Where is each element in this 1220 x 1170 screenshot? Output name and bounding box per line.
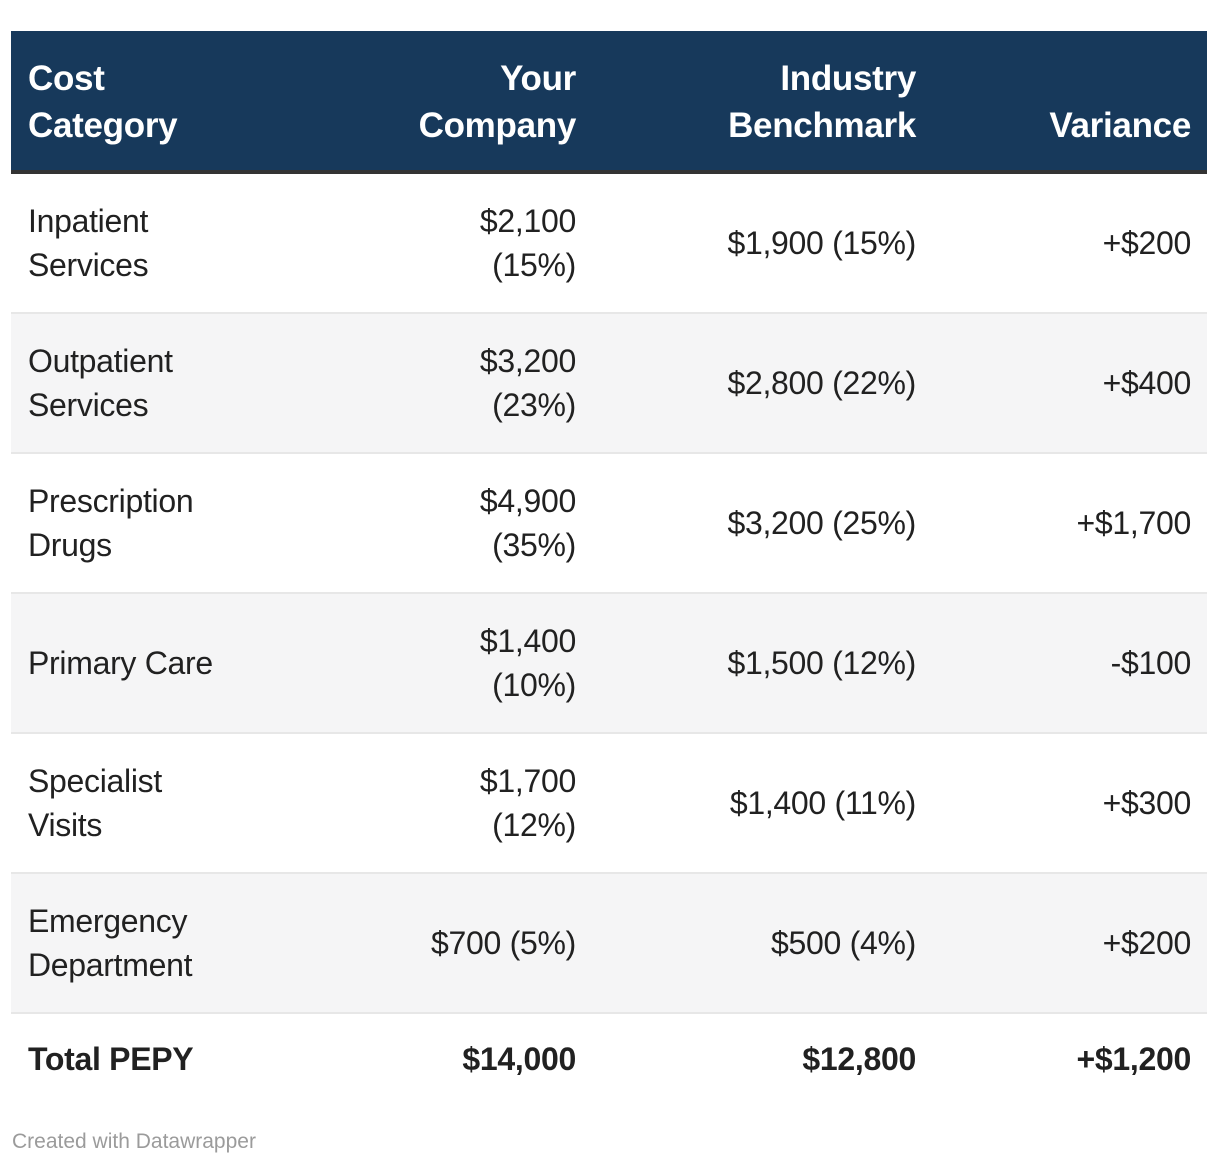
cell-category: Prescription Drugs (28, 483, 194, 563)
table-row: Prescription Drugs $4,900 (35%) $3,200 (… (11, 453, 1207, 593)
table-row: Specialist Visits $1,700 (12%) $1,400 (1… (11, 733, 1207, 873)
cell-category: Inpatient Services (28, 203, 149, 283)
cell-industry-benchmark: $500 (4%) (771, 925, 916, 961)
cell-your-company: $1,400 (10%) (479, 623, 576, 703)
table-header: Cost Category Your Company Industry Benc… (11, 31, 1207, 174)
cell-your-company: $1,700 (12%) (479, 763, 576, 843)
col-header-cost-category: Cost Category (11, 31, 284, 174)
cell-industry-benchmark: $2,800 (22%) (727, 365, 916, 401)
cell-your-company: $4,900 (35%) (479, 483, 576, 563)
cell-variance: +$1,700 (1076, 505, 1192, 541)
cell-variance: +$200 (1102, 225, 1192, 261)
col-header-industry-benchmark: Industry Benchmark (592, 31, 932, 174)
total-industry-benchmark: $12,800 (592, 1013, 932, 1104)
cell-industry-benchmark: $1,400 (11%) (729, 785, 916, 821)
cell-industry-benchmark: $1,900 (15%) (727, 225, 916, 261)
cell-your-company: $700 (5%) (431, 925, 576, 961)
cell-category: Specialist Visits (28, 763, 162, 843)
total-variance: +$1,200 (932, 1013, 1207, 1104)
table-footer: Total PEPY $14,000 $12,800 +$1,200 (11, 1013, 1207, 1104)
cell-your-company: $3,200 (23%) (479, 343, 576, 423)
table-row: Primary Care $1,400 (10%) $1,500 (12%) -… (11, 593, 1207, 733)
cell-industry-benchmark: $1,500 (12%) (727, 645, 916, 681)
total-row: Total PEPY $14,000 $12,800 +$1,200 (11, 1013, 1207, 1104)
cell-variance: -$100 (1110, 645, 1192, 681)
header-row: Cost Category Your Company Industry Benc… (11, 31, 1207, 174)
cell-variance: +$300 (1102, 785, 1192, 821)
cost-comparison-table: Cost Category Your Company Industry Benc… (11, 31, 1207, 1104)
cell-category: Outpatient Services (28, 343, 173, 423)
col-header-variance: Variance (932, 31, 1207, 174)
cell-category: Primary Care (28, 645, 213, 681)
cell-your-company: $2,100 (15%) (479, 203, 576, 283)
datawrapper-attribution-link[interactable]: Created with Datawrapper (12, 1130, 256, 1153)
table-row: Emergency Department $700 (5%) $500 (4%)… (11, 873, 1207, 1013)
table-body: Inpatient Services $2,100 (15%) $1,900 (… (11, 172, 1207, 1013)
cell-industry-benchmark: $3,200 (25%) (727, 505, 916, 541)
cell-variance: +$200 (1102, 925, 1192, 961)
total-label: Total PEPY (11, 1013, 284, 1104)
table-row: Inpatient Services $2,100 (15%) $1,900 (… (11, 172, 1207, 313)
cell-variance: +$400 (1102, 365, 1192, 401)
total-your-company: $14,000 (284, 1013, 592, 1104)
cell-category: Emergency Department (28, 903, 193, 983)
table-row: Outpatient Services $3,200 (23%) $2,800 … (11, 313, 1207, 453)
col-header-your-company: Your Company (284, 31, 592, 174)
